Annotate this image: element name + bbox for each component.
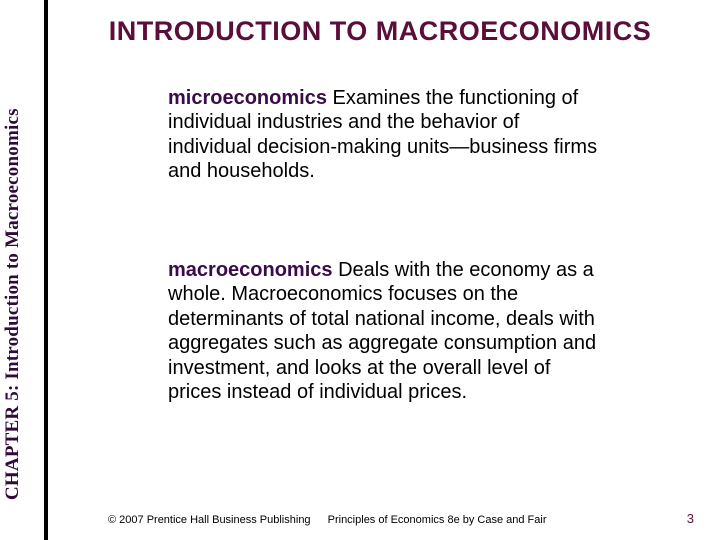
- slide-title: INTRODUCTION TO MACROECONOMICS: [60, 16, 700, 47]
- definition-macroeconomics: macroeconomics Deals with the economy as…: [168, 258, 598, 404]
- slide: CHAPTER 5: Introduction to Macroeconomic…: [0, 0, 720, 540]
- footer-book-title: Principles of Economics 8e by Case and F…: [328, 514, 547, 526]
- footer-copyright: © 2007 Prentice Hall Business Publishing: [108, 514, 311, 526]
- definition-microeconomics: microeconomics Examines the functioning …: [168, 86, 598, 184]
- chapter-sidebar-label: CHAPTER 5: Introduction to Macroeconomic…: [2, 108, 24, 500]
- footer-text: © 2007 Prentice Hall Business Publishing…: [108, 514, 547, 526]
- page-number: 3: [687, 511, 694, 526]
- vertical-divider: [44, 0, 48, 540]
- term-macroeconomics: macroeconomics: [168, 259, 333, 281]
- term-microeconomics: microeconomics: [168, 87, 327, 109]
